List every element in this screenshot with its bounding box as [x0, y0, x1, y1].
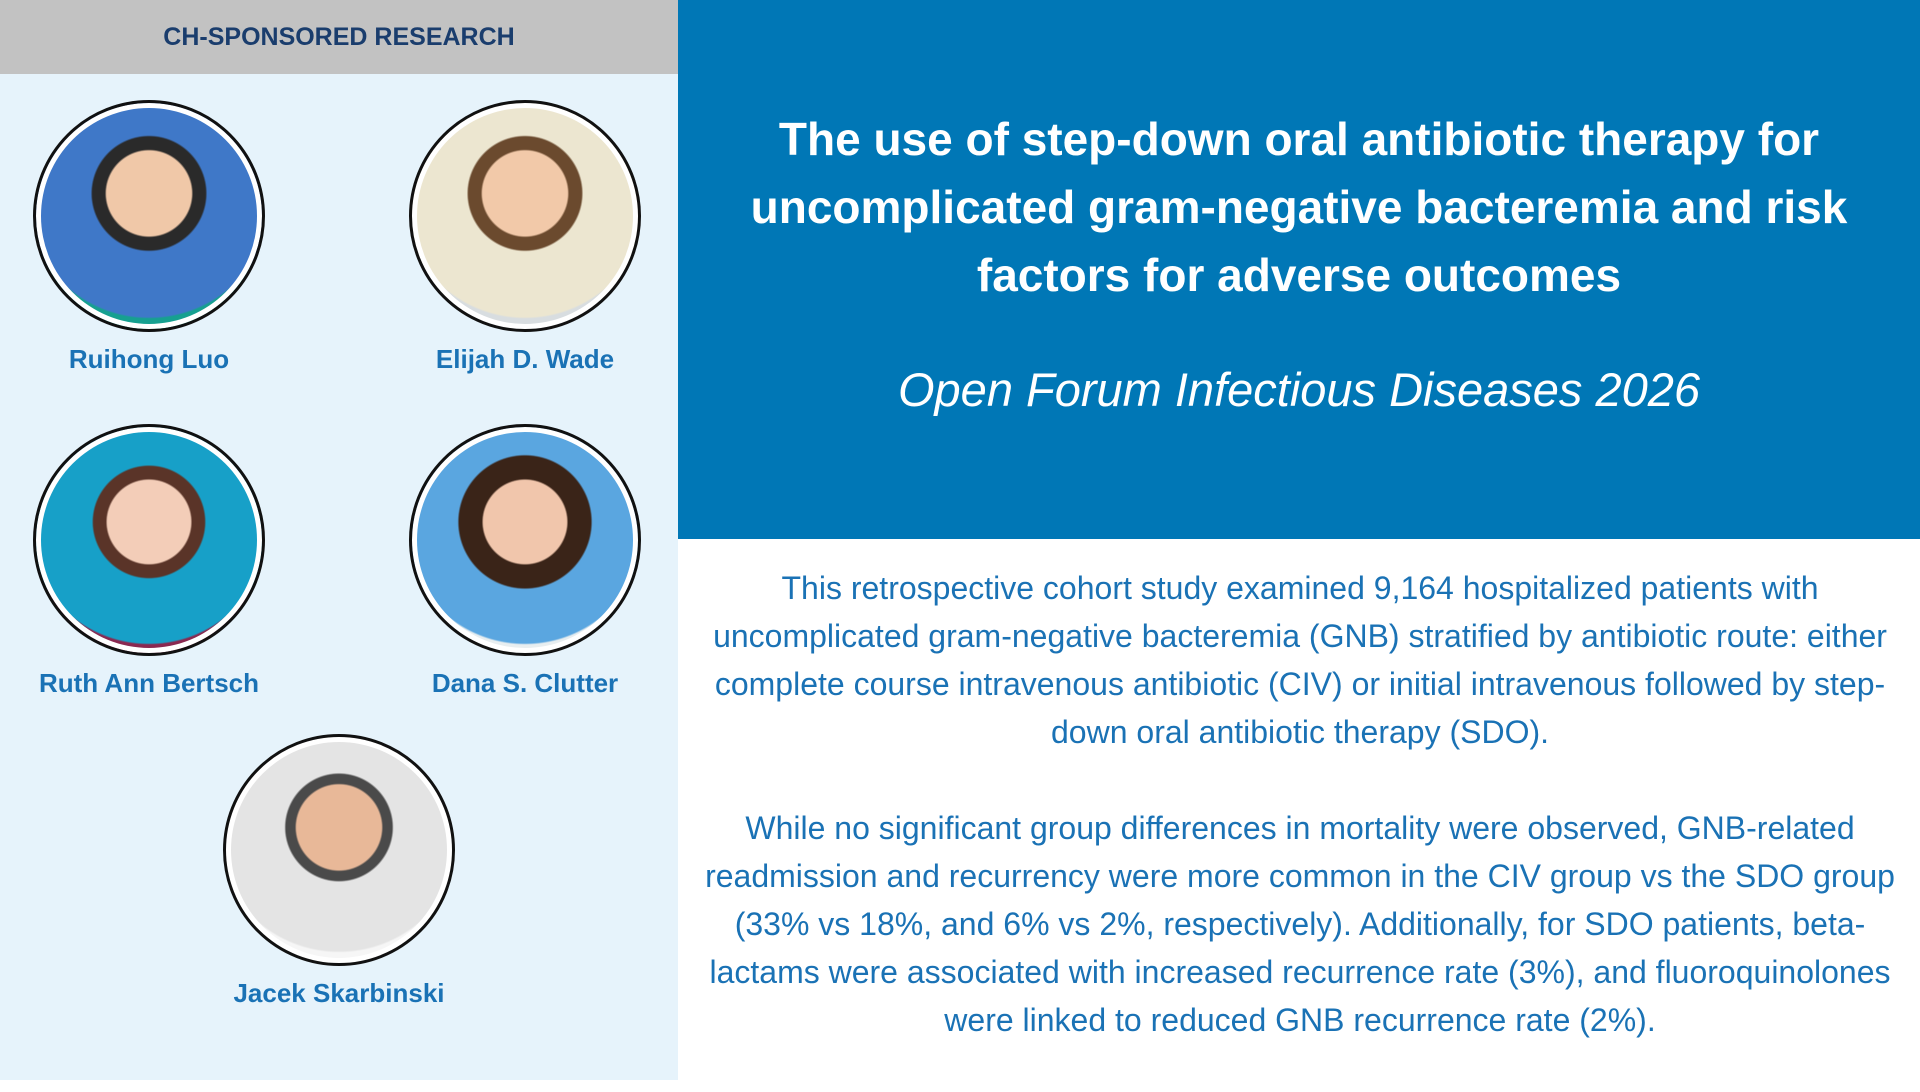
author-name: Ruihong Luo — [68, 344, 230, 374]
author-photo — [223, 734, 455, 966]
author-name: Dana S. Clutter — [431, 668, 619, 698]
author-photo — [409, 424, 641, 656]
article-title: The use of step-down oral antibiotic the… — [750, 113, 1848, 301]
author: Ruihong Luo — [0, 100, 309, 375]
author: Dana S. Clutter — [365, 424, 685, 699]
author-photo — [409, 100, 641, 332]
author-name: Jacek Skarbinski — [233, 978, 445, 1008]
summary: This retrospective cohort study examined… — [690, 564, 1910, 1092]
authors-panel: CH-SPONSORED RESEARCH Ruihong Luo Elijah… — [0, 0, 678, 1080]
author: Elijah D. Wade — [365, 100, 685, 375]
paragraph: While no significant group differences i… — [705, 810, 1895, 1038]
author-photo — [33, 424, 265, 656]
author-name: Elijah D. Wade — [435, 344, 615, 374]
section-header: CH-SPONSORED RESEARCH — [0, 0, 678, 74]
author: Jacek Skarbinski — [179, 734, 499, 1009]
journal: Open Forum Infectious Diseases 2026 — [897, 363, 1701, 416]
paragraph: This retrospective cohort study examined… — [713, 570, 1887, 750]
title-panel: The use of step-down oral antibiotic the… — [678, 0, 1920, 539]
author-photo — [33, 100, 265, 332]
author: Ruth Ann Bertsch — [0, 424, 309, 699]
author-name: Ruth Ann Bertsch — [38, 668, 260, 698]
